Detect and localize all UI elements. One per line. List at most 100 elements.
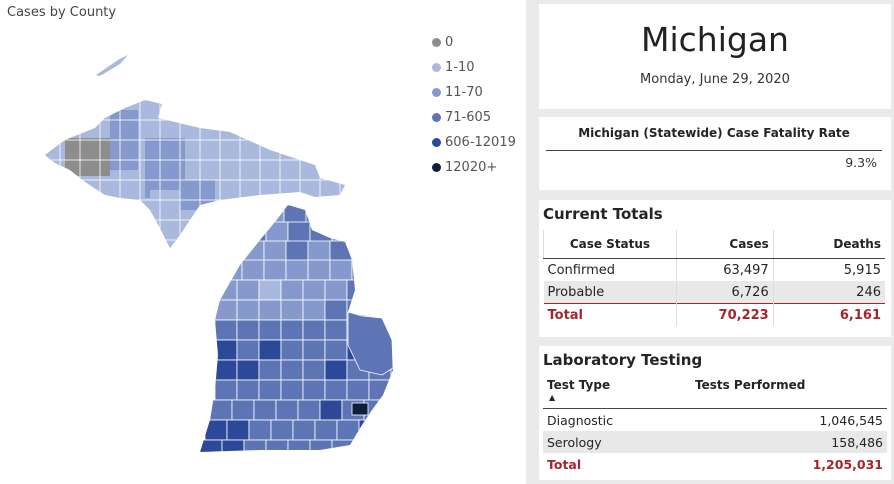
county-shape[interactable]: [236, 359, 260, 381]
county-shape[interactable]: [452, 400, 474, 420]
county-shape[interactable]: [309, 439, 333, 460]
county-shape[interactable]: [309, 221, 333, 243]
county-shape[interactable]: [302, 279, 326, 301]
column-header-tests-performed[interactable]: Tests Performed: [691, 374, 887, 409]
county-shape[interactable]: [398, 222, 420, 242]
county-shape[interactable]: [285, 259, 309, 281]
legend-item-12020-plus[interactable]: 12020+: [432, 155, 516, 180]
county-shape[interactable]: [280, 319, 304, 341]
county-shape[interactable]: [373, 259, 396, 281]
county-shape[interactable]: [241, 259, 265, 281]
total-row[interactable]: Total 1,205,031: [543, 453, 887, 475]
county-shape[interactable]: [280, 359, 304, 381]
county-shape[interactable]: [285, 240, 309, 262]
county-shape[interactable]: [464, 440, 486, 460]
county-shape[interactable]: [287, 439, 311, 460]
county-shape[interactable]: [302, 379, 326, 401]
county-shape[interactable]: [327, 205, 351, 226]
county-shape[interactable]: [413, 360, 435, 380]
county-shape[interactable]: [442, 440, 464, 460]
county-shape[interactable]: [375, 439, 398, 460]
county-shape[interactable]: [413, 380, 435, 400]
county-shape[interactable]: [241, 240, 265, 262]
county-shape[interactable]: [435, 380, 457, 400]
county-shape[interactable]: [263, 240, 287, 262]
table-row[interactable]: Confirmed 63,497 5,915: [543, 258, 886, 281]
county-shape[interactable]: [351, 240, 375, 262]
county-shape[interactable]: [491, 420, 513, 440]
table-row[interactable]: Diagnostic 1,046,545: [543, 409, 887, 432]
county-shape[interactable]: [243, 439, 267, 460]
county-shape[interactable]: [221, 439, 245, 460]
county-shape[interactable]: [236, 379, 260, 401]
county-shape[interactable]: [390, 299, 413, 321]
county-shape[interactable]: [413, 280, 435, 300]
county-shape[interactable]: [457, 360, 479, 380]
county-shape[interactable]: [219, 259, 243, 281]
county-shape[interactable]: [346, 279, 370, 301]
total-row[interactable]: Total 70,223 6,161: [543, 303, 885, 326]
legend-item-11-70[interactable]: 11-70: [432, 80, 516, 105]
county-shape[interactable]: [331, 221, 355, 243]
table-row[interactable]: Probable 6,726 246: [543, 281, 885, 304]
county-shape[interactable]: [413, 320, 435, 340]
county-shape[interactable]: [236, 279, 260, 301]
county-shape[interactable]: [236, 299, 260, 321]
county-shape[interactable]: [302, 339, 326, 361]
county-shape[interactable]: [457, 320, 479, 340]
county-shape[interactable]: [457, 380, 479, 400]
county-shape[interactable]: [398, 440, 420, 460]
county-shape[interactable]: [358, 419, 382, 441]
county-shape[interactable]: [307, 240, 331, 262]
county-shape[interactable]: [200, 439, 223, 460]
county-shape[interactable]: [413, 300, 435, 320]
county-shape[interactable]: [236, 339, 260, 361]
county-shape[interactable]: [258, 299, 282, 321]
county-shape[interactable]: [253, 399, 277, 421]
county-shape[interactable]: [258, 339, 282, 361]
legend-item-1-10[interactable]: 1-10: [432, 55, 516, 80]
county-shape[interactable]: [270, 419, 294, 441]
county-shape[interactable]: [263, 259, 287, 281]
county-shape[interactable]: [474, 400, 496, 420]
county-shape[interactable]: [329, 240, 353, 262]
county-shape[interactable]: [390, 339, 413, 361]
county-shape[interactable]: [457, 340, 479, 360]
county-shape[interactable]: [258, 379, 282, 401]
county-shape[interactable]: [408, 400, 430, 420]
sort-ascending-icon[interactable]: ▲: [549, 393, 556, 402]
county-shape[interactable]: [214, 339, 238, 361]
county-shape[interactable]: [214, 379, 238, 401]
county-shape[interactable]: [248, 419, 272, 441]
county-shape[interactable]: [324, 359, 348, 381]
county-shape[interactable]: [435, 320, 457, 340]
county-shape[interactable]: [258, 319, 282, 341]
county-shape[interactable]: [231, 399, 255, 421]
county-shape[interactable]: [346, 379, 370, 401]
legend-item-0[interactable]: 0: [432, 30, 516, 55]
county-shape[interactable]: [351, 259, 375, 281]
county-shape[interactable]: [469, 420, 491, 440]
county-shape[interactable]: [375, 221, 398, 243]
county-shape[interactable]: [403, 420, 425, 440]
county-shape[interactable]: [302, 359, 326, 381]
county-shape[interactable]: [447, 420, 469, 440]
county-shape[interactable]: [314, 419, 338, 441]
county-shape[interactable]: [329, 259, 353, 281]
column-header-case-status[interactable]: Case Status: [543, 230, 677, 259]
county-shape[interactable]: [413, 340, 435, 360]
county-shape[interactable]: [275, 399, 299, 421]
county-shape[interactable]: [353, 439, 377, 460]
column-header-cases[interactable]: Cases: [676, 230, 774, 259]
county-shape[interactable]: [287, 221, 311, 243]
county-shape[interactable]: [324, 319, 348, 341]
county-shape[interactable]: [236, 319, 260, 341]
county-shape[interactable]: [307, 259, 331, 281]
county-shape[interactable]: [430, 400, 452, 420]
county-shape[interactable]: [420, 440, 442, 460]
county-shape[interactable]: [265, 439, 289, 460]
county-shape[interactable]: [373, 240, 396, 262]
county-shape[interactable]: [368, 279, 392, 301]
county-shape[interactable]: [280, 339, 304, 361]
county-shape[interactable]: [380, 419, 403, 441]
